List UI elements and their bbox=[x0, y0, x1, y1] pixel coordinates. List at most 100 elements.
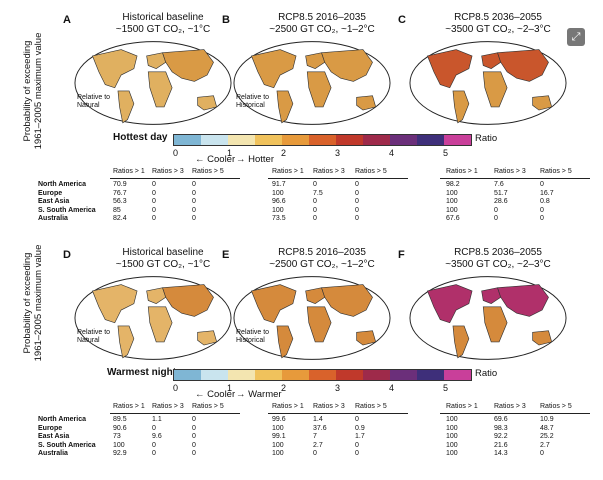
table-cell: 51.7 bbox=[494, 189, 508, 197]
continent-shape bbox=[92, 284, 138, 324]
table-cell: 100 bbox=[272, 450, 284, 458]
table-cell: 16.7 bbox=[540, 189, 554, 197]
table-cell: 100 bbox=[272, 189, 284, 197]
table-cell: 2.7 bbox=[313, 441, 323, 449]
table-row-region: Europe bbox=[38, 424, 63, 432]
panel-title: RCP8.5 2016–2035 ~2500 GT CO₂, ~1–2°C bbox=[237, 12, 407, 36]
world-map bbox=[74, 41, 232, 125]
continent-shape bbox=[532, 95, 553, 111]
table-cell: 56.3 bbox=[113, 198, 127, 206]
table-cell: 0 bbox=[192, 433, 196, 441]
world-map bbox=[233, 276, 391, 360]
panel-letter: C bbox=[398, 14, 406, 26]
y-axis-label-top: Probability of exceeding 1961–2005 maximu… bbox=[22, 32, 44, 150]
panel-title-line2: ~1500 GT CO₂, ~1°C bbox=[115, 259, 211, 270]
continent-shape bbox=[481, 52, 502, 70]
colorbar bbox=[173, 134, 472, 146]
relative-note: Relative to Natural bbox=[77, 329, 111, 344]
colorbar-tick: 2 bbox=[281, 383, 287, 393]
table-cell: 100 bbox=[272, 424, 284, 432]
continent-shape bbox=[482, 71, 508, 108]
continent-shape bbox=[162, 284, 214, 317]
table-cell: 73 bbox=[113, 433, 121, 441]
colorbar-segment bbox=[201, 370, 228, 380]
colorbar-ratio-label: Ratio bbox=[475, 133, 498, 144]
continent-shape bbox=[146, 52, 167, 70]
table-cell: 2.7 bbox=[540, 441, 550, 449]
table-rule bbox=[268, 413, 408, 414]
table-cell: 100 bbox=[446, 416, 458, 423]
table-cell: 85 bbox=[113, 206, 121, 214]
table-header: Ratios > 3 bbox=[494, 403, 526, 410]
continent-shape bbox=[321, 284, 373, 317]
panel-title-line1: Historical baseline bbox=[122, 247, 204, 258]
table-cell: 0 bbox=[355, 181, 359, 188]
table-cell: 100 bbox=[446, 198, 458, 206]
table-header: Ratios > 1 bbox=[446, 403, 478, 410]
continent-shape bbox=[147, 306, 173, 343]
panel-letter: A bbox=[63, 14, 71, 26]
colorbar-segment bbox=[282, 135, 309, 145]
table-cell: 7.6 bbox=[494, 181, 504, 188]
colorbar-tick: 1 bbox=[227, 383, 233, 393]
panel-title-line2: ~2500 GT CO₂, ~1–2°C bbox=[269, 259, 375, 270]
table-cell: 0 bbox=[192, 198, 196, 206]
table-cell: 0 bbox=[192, 215, 196, 223]
table-cell: 96.6 bbox=[272, 198, 286, 206]
colorbar-segment bbox=[390, 370, 417, 380]
colorbar-segment bbox=[174, 370, 201, 380]
table-cell: 82.4 bbox=[113, 215, 127, 223]
continent-shape bbox=[276, 90, 294, 124]
table-row-region: East Asia bbox=[38, 433, 70, 441]
table-cell: 0 bbox=[192, 206, 196, 214]
panel-title-line2: ~3500 GT CO₂, ~2–3°C bbox=[445, 259, 551, 270]
table-row-region: North America bbox=[38, 416, 86, 423]
panel-title: RCP8.5 2036–2055 ~3500 GT CO₂, ~2–3°C bbox=[413, 247, 583, 271]
y-axis-label-bottom: Probability of exceeding 1961–2005 maximu… bbox=[22, 244, 44, 362]
table-cell: 90.6 bbox=[113, 424, 127, 432]
continent-shape bbox=[117, 90, 135, 124]
table-cell: 0 bbox=[152, 450, 156, 458]
colorbar-tick: 5 bbox=[443, 383, 449, 393]
colorbar-segment bbox=[309, 370, 336, 380]
colorbar-tick: 4 bbox=[389, 148, 395, 158]
continent-shape bbox=[162, 49, 214, 82]
continent-shape bbox=[197, 95, 218, 111]
colorbar-title: Warmest night bbox=[107, 367, 177, 378]
table-cell: 0 bbox=[192, 424, 196, 432]
colorbar-tick: 0 bbox=[173, 383, 179, 393]
table-cell: 0 bbox=[355, 189, 359, 197]
colorbar-tick: 4 bbox=[389, 383, 395, 393]
continent-shape bbox=[146, 287, 167, 305]
table-cell: 0 bbox=[152, 198, 156, 206]
panel-title: RCP8.5 2036–2055 ~3500 GT CO₂, ~2–3°C bbox=[413, 12, 583, 36]
relative-note: Relative to Historical bbox=[236, 94, 270, 109]
table-cell: 0.9 bbox=[355, 424, 365, 432]
continent-shape bbox=[251, 284, 297, 324]
table-header: Ratios > 3 bbox=[313, 168, 345, 175]
table-cell: 0 bbox=[192, 416, 196, 423]
continent-shape bbox=[305, 52, 326, 70]
continent-shape bbox=[497, 284, 549, 317]
table-row-region: S. South America bbox=[38, 206, 96, 214]
colorbar-tick: 0 bbox=[173, 148, 179, 158]
relative-note: Relative to Historical bbox=[236, 329, 270, 344]
table-cell: 1.4 bbox=[313, 416, 323, 423]
colorbar-tick: 2 bbox=[281, 148, 287, 158]
table-cell: 25.2 bbox=[540, 433, 554, 441]
colorbar-segment bbox=[282, 370, 309, 380]
panel-letter: F bbox=[398, 249, 405, 261]
colorbar-tick: 3 bbox=[335, 383, 341, 393]
table-cell: 76.7 bbox=[113, 189, 127, 197]
table-row-region: Europe bbox=[38, 189, 63, 197]
table-cell: 0 bbox=[313, 181, 317, 188]
warmer-label: → Warmer bbox=[236, 389, 282, 400]
panel-letter: B bbox=[222, 14, 230, 26]
table-cell: 10.9 bbox=[540, 416, 554, 423]
continent-shape bbox=[452, 325, 470, 359]
colorbar bbox=[173, 369, 472, 381]
expand-icon[interactable]: ⤢ bbox=[567, 28, 585, 46]
colorbar-segment bbox=[444, 370, 471, 380]
table-cell: 89.5 bbox=[113, 416, 127, 423]
table-cell: 0 bbox=[540, 215, 544, 223]
